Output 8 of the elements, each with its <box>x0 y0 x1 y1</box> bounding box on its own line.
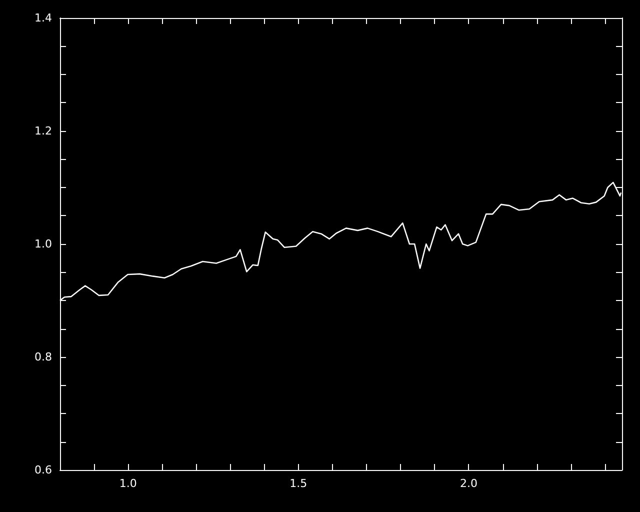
y-tick-label: 1.4 <box>34 12 52 24</box>
y-tick-label: 1.2 <box>34 124 52 138</box>
y-tick-label: 0.6 <box>34 464 52 476</box>
x-tick-label: 1.0 <box>119 477 137 490</box>
y-tick-label: 1.0 <box>34 238 52 250</box>
x-tick-label: 2.0 <box>460 477 478 490</box>
x-tick-label: 1.5 <box>290 477 308 490</box>
y-tick-label: 0.8 <box>34 350 52 364</box>
